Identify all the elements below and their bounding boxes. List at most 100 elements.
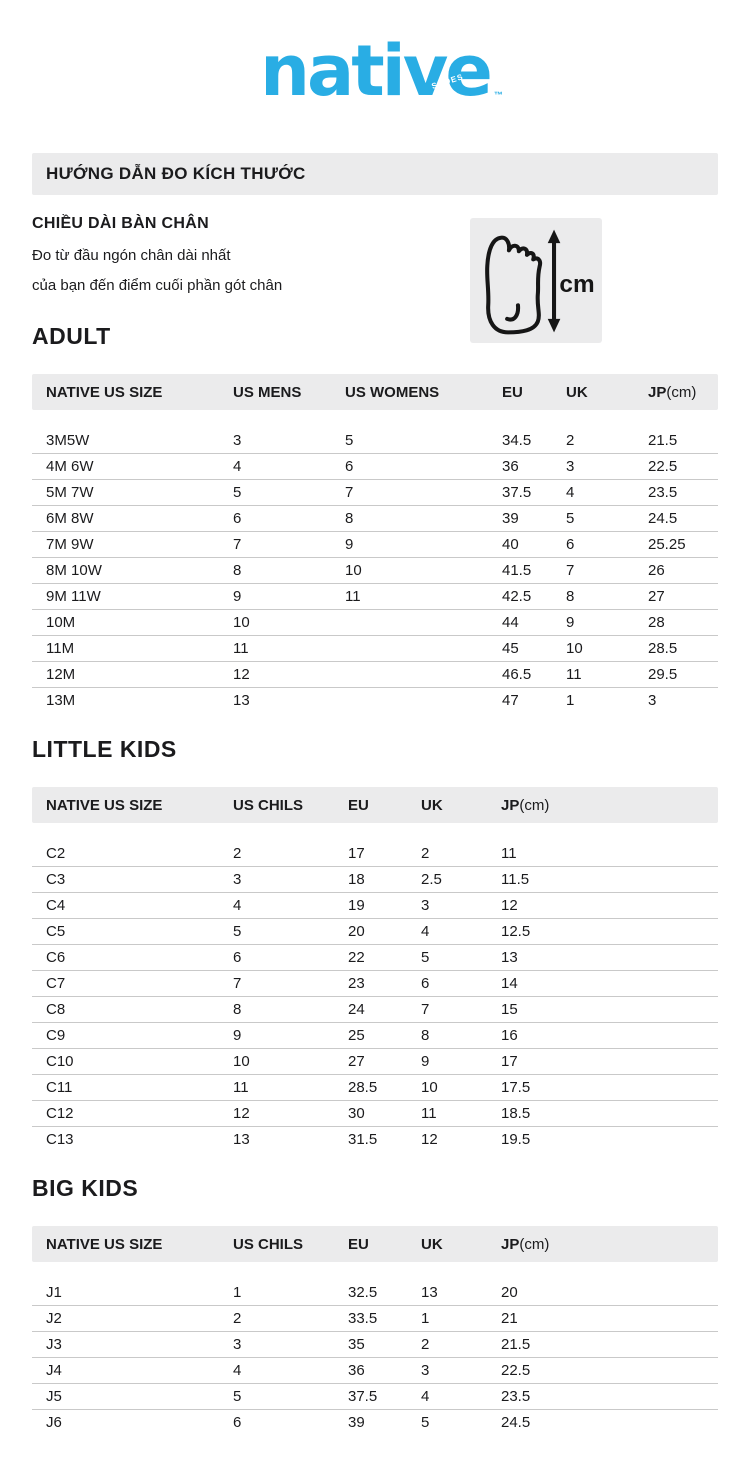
cell xyxy=(345,662,502,687)
logo-trademark: ™ xyxy=(493,90,503,100)
cell: 5 xyxy=(233,923,242,940)
logo-wordmark: native xyxy=(260,30,493,112)
table-row: J3 3 35 2 21.5 xyxy=(32,1332,718,1358)
cell: 2 xyxy=(233,845,242,862)
column-header: UK xyxy=(566,383,588,401)
table-body: 3M5W 3 5 34.5 2 21.5 4M 6W 4 6 36 3 22.5 5M 7W 5 7 37.5… xyxy=(32,428,718,714)
cell: 11 xyxy=(233,640,249,657)
table-row: C11 11 28.5 10 17.5 xyxy=(32,1075,718,1101)
cell: 19 xyxy=(348,897,365,914)
cell: 2 xyxy=(421,1336,430,1353)
cell: 11M xyxy=(46,640,75,657)
size-table-section-big-kids: BIG KIDS NATIVE US SIZE US CHILS EU UK JP(cm… xyxy=(0,1175,750,1436)
cell: 6 xyxy=(345,458,354,475)
cell: 37.5 xyxy=(348,1388,378,1405)
cell: 6 xyxy=(233,1414,242,1431)
cell: 23.5 xyxy=(648,484,678,501)
measure-instruction-line2: của bạn đến điểm cuối phần gót chân xyxy=(32,277,283,294)
cell: 9 xyxy=(233,588,242,605)
cell: 5M 7W xyxy=(46,484,94,501)
section-heading: ADULT xyxy=(32,323,111,349)
cell: 3 xyxy=(233,871,242,888)
cell: 11 xyxy=(421,1105,437,1122)
cell: 11 xyxy=(501,845,517,862)
table-row: C3 3 18 2.5 11.5 xyxy=(32,867,718,893)
foot-measure-illustration: cm xyxy=(470,218,602,343)
cell: 7 xyxy=(345,484,354,501)
column-header: EU xyxy=(348,1235,369,1253)
cell: 24.5 xyxy=(501,1414,531,1431)
cell: 5 xyxy=(233,484,242,501)
column-header: US CHILS xyxy=(233,1235,304,1253)
cell: 12M xyxy=(46,666,76,683)
measure-section: CHIỀU DÀI BÀN CHÂN Đo từ đầu ngón chân d… xyxy=(32,215,718,301)
cell: 12 xyxy=(233,1105,250,1122)
cell: C9 xyxy=(46,1027,66,1044)
column-header: UK xyxy=(421,1235,443,1253)
cell: 1 xyxy=(566,692,575,709)
cell: 30 xyxy=(348,1105,365,1122)
cell: 8 xyxy=(233,1001,242,1018)
cell: 13M xyxy=(46,692,76,709)
cell: 6 xyxy=(421,975,430,992)
cell: 4 xyxy=(233,897,242,914)
cell: 23.5 xyxy=(501,1388,531,1405)
column-header: UK xyxy=(421,796,443,814)
table-row: C13 13 31.5 12 19.5 xyxy=(32,1127,718,1153)
cell: 13 xyxy=(233,1131,250,1148)
cell xyxy=(345,610,502,635)
cell: 5 xyxy=(233,1388,242,1405)
cell: 9 xyxy=(421,1053,430,1070)
cell: 11 xyxy=(345,588,361,605)
cell: 32.5 xyxy=(348,1284,378,1301)
cell: 22 xyxy=(348,949,365,966)
cell: 42.5 xyxy=(502,588,532,605)
cell: 10 xyxy=(345,562,362,579)
cell: 3 xyxy=(566,458,575,475)
cell: C3 xyxy=(46,871,66,888)
cell: 4M 6W xyxy=(46,458,94,475)
cell: 9 xyxy=(345,536,354,553)
cell: J6 xyxy=(46,1414,62,1431)
cell: 18.5 xyxy=(501,1105,531,1122)
cell: 34.5 xyxy=(502,432,532,449)
cell: 21.5 xyxy=(648,432,678,449)
cell: 10M xyxy=(46,614,76,631)
cell: 25 xyxy=(348,1027,365,1044)
column-header: EU xyxy=(348,796,369,814)
size-table-section-little-kids: LITTLE KIDS NATIVE US SIZE US CHILS EU UK JP… xyxy=(0,736,750,1153)
measure-title: CHIỀU DÀI BÀN CHÂN xyxy=(32,215,209,232)
table-row: 6M 8W 6 8 39 5 24.5 xyxy=(32,506,718,532)
table-row: C7 7 23 6 14 xyxy=(32,971,718,997)
table-row: C10 10 27 9 17 xyxy=(32,1049,718,1075)
cell: C7 xyxy=(46,975,66,992)
cell: 6 xyxy=(233,510,242,527)
cell: 46.5 xyxy=(502,666,532,683)
cell: 28 xyxy=(648,614,665,631)
cell: 3 xyxy=(233,1336,242,1353)
cell: 8 xyxy=(345,510,354,527)
cell: 40 xyxy=(502,536,519,553)
cell: 36 xyxy=(348,1362,365,1379)
measure-instruction-line1: Đo từ đầu ngón chân dài nhất xyxy=(32,247,231,264)
cell: 22.5 xyxy=(501,1362,531,1379)
column-header: US CHILS xyxy=(233,796,304,814)
cell: 21 xyxy=(501,1310,518,1327)
cell: 24 xyxy=(348,1001,365,1018)
cell: 4 xyxy=(566,484,575,501)
cell: 29.5 xyxy=(648,666,678,683)
cell: J4 xyxy=(46,1362,62,1379)
cell: 13 xyxy=(501,949,518,966)
cell: 4 xyxy=(233,1362,242,1379)
table-row: 11M 11 45 10 28.5 xyxy=(32,636,718,662)
column-header: JP(cm) xyxy=(501,1235,550,1253)
cell: 10 xyxy=(566,640,583,657)
cell: 12 xyxy=(421,1131,438,1148)
cell xyxy=(345,688,502,714)
foot-ruler-icon: cm xyxy=(485,229,594,334)
cell: C8 xyxy=(46,1001,66,1018)
cell: 22.5 xyxy=(648,458,678,475)
cell: 5 xyxy=(421,949,430,966)
cell: 12.5 xyxy=(501,923,531,940)
